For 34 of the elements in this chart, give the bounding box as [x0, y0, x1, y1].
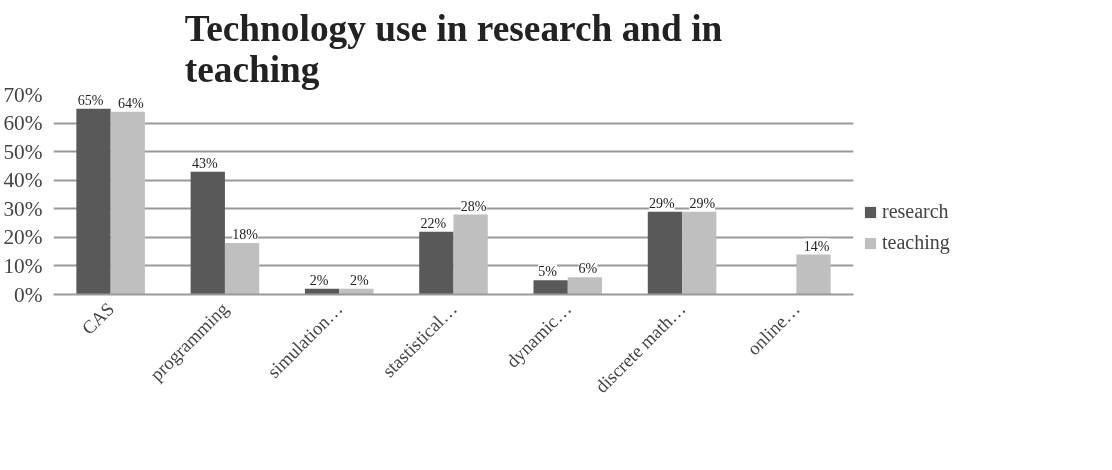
data-label: 5%	[538, 264, 558, 280]
data-label: 2%	[350, 272, 370, 288]
data-label: 6%	[578, 261, 598, 277]
bar	[796, 254, 831, 295]
data-label: 65%	[77, 92, 104, 108]
bar	[190, 171, 225, 295]
data-label: 14%	[803, 238, 830, 254]
y-tick-label: 70%	[3, 82, 43, 107]
y-tick-label: 0%	[14, 282, 43, 307]
bar	[224, 243, 260, 295]
y-tick-label: 20%	[3, 225, 43, 250]
y-tick-label: 50%	[3, 139, 43, 164]
y-tick-label: 10%	[3, 253, 43, 278]
data-label: 18%	[232, 227, 259, 243]
bar	[453, 214, 488, 295]
data-label: 43%	[191, 155, 218, 171]
data-label: 64%	[117, 95, 144, 111]
data-label: 29%	[649, 195, 676, 211]
chart-title: Technology use in research and in teaching	[184, 7, 723, 90]
data-label: 29%	[689, 195, 716, 211]
data-label: 22%	[420, 215, 447, 231]
bar	[567, 277, 603, 295]
bar	[76, 108, 111, 295]
data-label: 28%	[460, 198, 487, 214]
legend-label: research	[882, 200, 950, 223]
y-tick-label: 40%	[3, 168, 43, 193]
legend-label: teaching	[882, 231, 951, 254]
y-tick-label: 60%	[3, 111, 43, 136]
x-tick-label: CAS	[77, 298, 119, 339]
y-tick-label: 30%	[3, 196, 43, 221]
bar	[110, 111, 145, 295]
data-label: 2%	[309, 272, 329, 288]
bar	[533, 280, 568, 295]
bar	[419, 231, 454, 295]
